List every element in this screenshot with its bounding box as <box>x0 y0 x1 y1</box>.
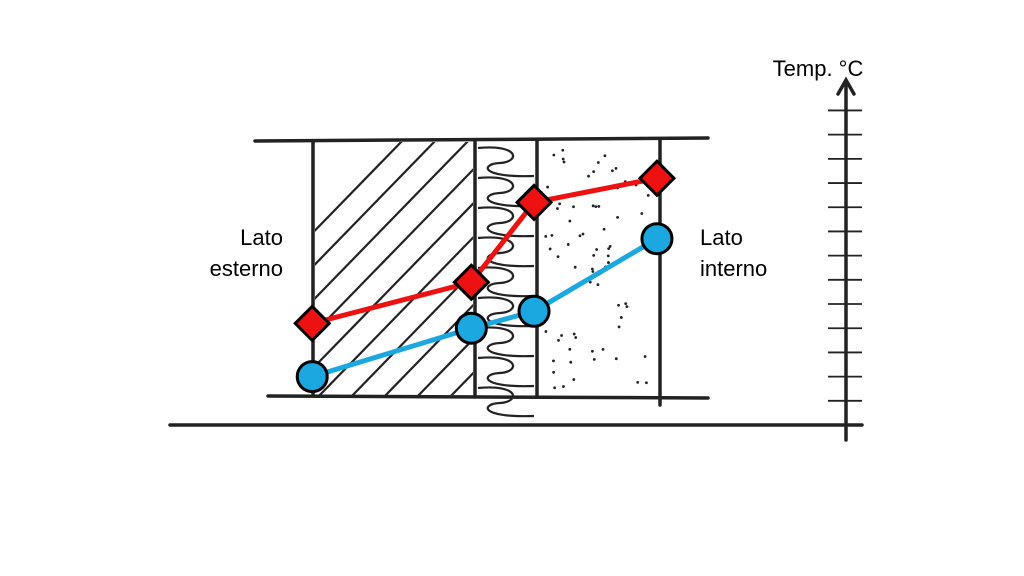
dot <box>562 160 566 164</box>
dot <box>596 161 600 164</box>
y-axis-arrow <box>836 76 856 96</box>
dot <box>592 170 596 174</box>
dot <box>558 202 562 206</box>
hatch-line <box>315 202 473 368</box>
hatch-line <box>315 142 436 266</box>
hatching <box>315 142 473 395</box>
hatch-line <box>417 337 473 395</box>
marker <box>295 360 329 394</box>
dot <box>578 234 582 238</box>
dot <box>552 359 555 363</box>
dot <box>643 355 647 358</box>
dot <box>619 316 623 319</box>
dot <box>556 255 560 259</box>
axis-title: Temp. °C <box>773 56 864 81</box>
marker <box>640 222 674 256</box>
marker <box>514 183 554 222</box>
dot <box>606 254 610 258</box>
dot <box>568 347 572 351</box>
dot <box>568 219 572 223</box>
dot <box>572 378 576 381</box>
series-line <box>311 236 659 380</box>
dot <box>550 233 554 237</box>
dot <box>617 325 621 329</box>
dot <box>553 386 557 390</box>
dot <box>561 157 565 161</box>
marker <box>454 311 488 345</box>
dot <box>591 204 595 208</box>
side-label: Lato <box>700 225 743 250</box>
insulation <box>477 146 535 418</box>
dot <box>597 205 601 208</box>
dot <box>607 261 610 264</box>
dot <box>557 338 560 342</box>
dot <box>614 357 618 361</box>
dot <box>569 360 573 364</box>
dot <box>562 385 565 388</box>
wall-top <box>253 136 710 143</box>
hatch-line <box>315 142 403 233</box>
dot <box>573 265 577 269</box>
dot <box>552 153 556 157</box>
side-label: interno <box>700 256 767 281</box>
dot <box>607 247 611 250</box>
plaster-dots <box>544 148 650 390</box>
dot <box>645 381 648 385</box>
dot <box>581 232 585 236</box>
dot <box>617 303 620 307</box>
hatch-line <box>384 303 473 395</box>
dot <box>596 283 600 286</box>
dot <box>646 193 650 197</box>
marker <box>293 304 332 343</box>
dot <box>572 205 575 209</box>
dot <box>574 336 578 339</box>
dot <box>603 154 607 158</box>
dot <box>602 227 606 231</box>
dot <box>591 270 595 273</box>
dot <box>572 332 576 336</box>
marker <box>517 294 551 328</box>
hatch-line <box>315 168 473 334</box>
dot <box>546 185 550 189</box>
dot <box>614 166 618 170</box>
dot <box>624 302 628 306</box>
dot <box>566 243 570 246</box>
side-label: esterno <box>210 256 283 281</box>
hatch-line <box>351 269 473 395</box>
dot <box>595 248 599 251</box>
dot <box>590 349 594 353</box>
dot <box>548 247 552 251</box>
dot <box>544 234 548 238</box>
dot <box>594 205 598 209</box>
dot <box>608 245 612 248</box>
dot <box>640 212 644 215</box>
dot <box>625 305 629 309</box>
dot <box>601 347 605 351</box>
dot <box>610 169 614 173</box>
series-line <box>311 175 658 326</box>
wall-bottom <box>266 394 710 400</box>
dot <box>590 267 594 271</box>
marker <box>637 159 677 198</box>
dot <box>636 381 640 384</box>
marker <box>452 263 491 302</box>
dot <box>560 334 563 337</box>
dot <box>592 357 596 361</box>
hatch-line <box>315 142 469 300</box>
dot <box>616 215 619 219</box>
side-label: Lato <box>240 225 283 250</box>
dot <box>552 370 556 374</box>
dot <box>556 207 559 210</box>
hatch-line <box>318 236 473 395</box>
dot <box>592 254 596 257</box>
dot <box>544 330 548 333</box>
dot <box>561 148 565 152</box>
dot <box>587 174 590 178</box>
